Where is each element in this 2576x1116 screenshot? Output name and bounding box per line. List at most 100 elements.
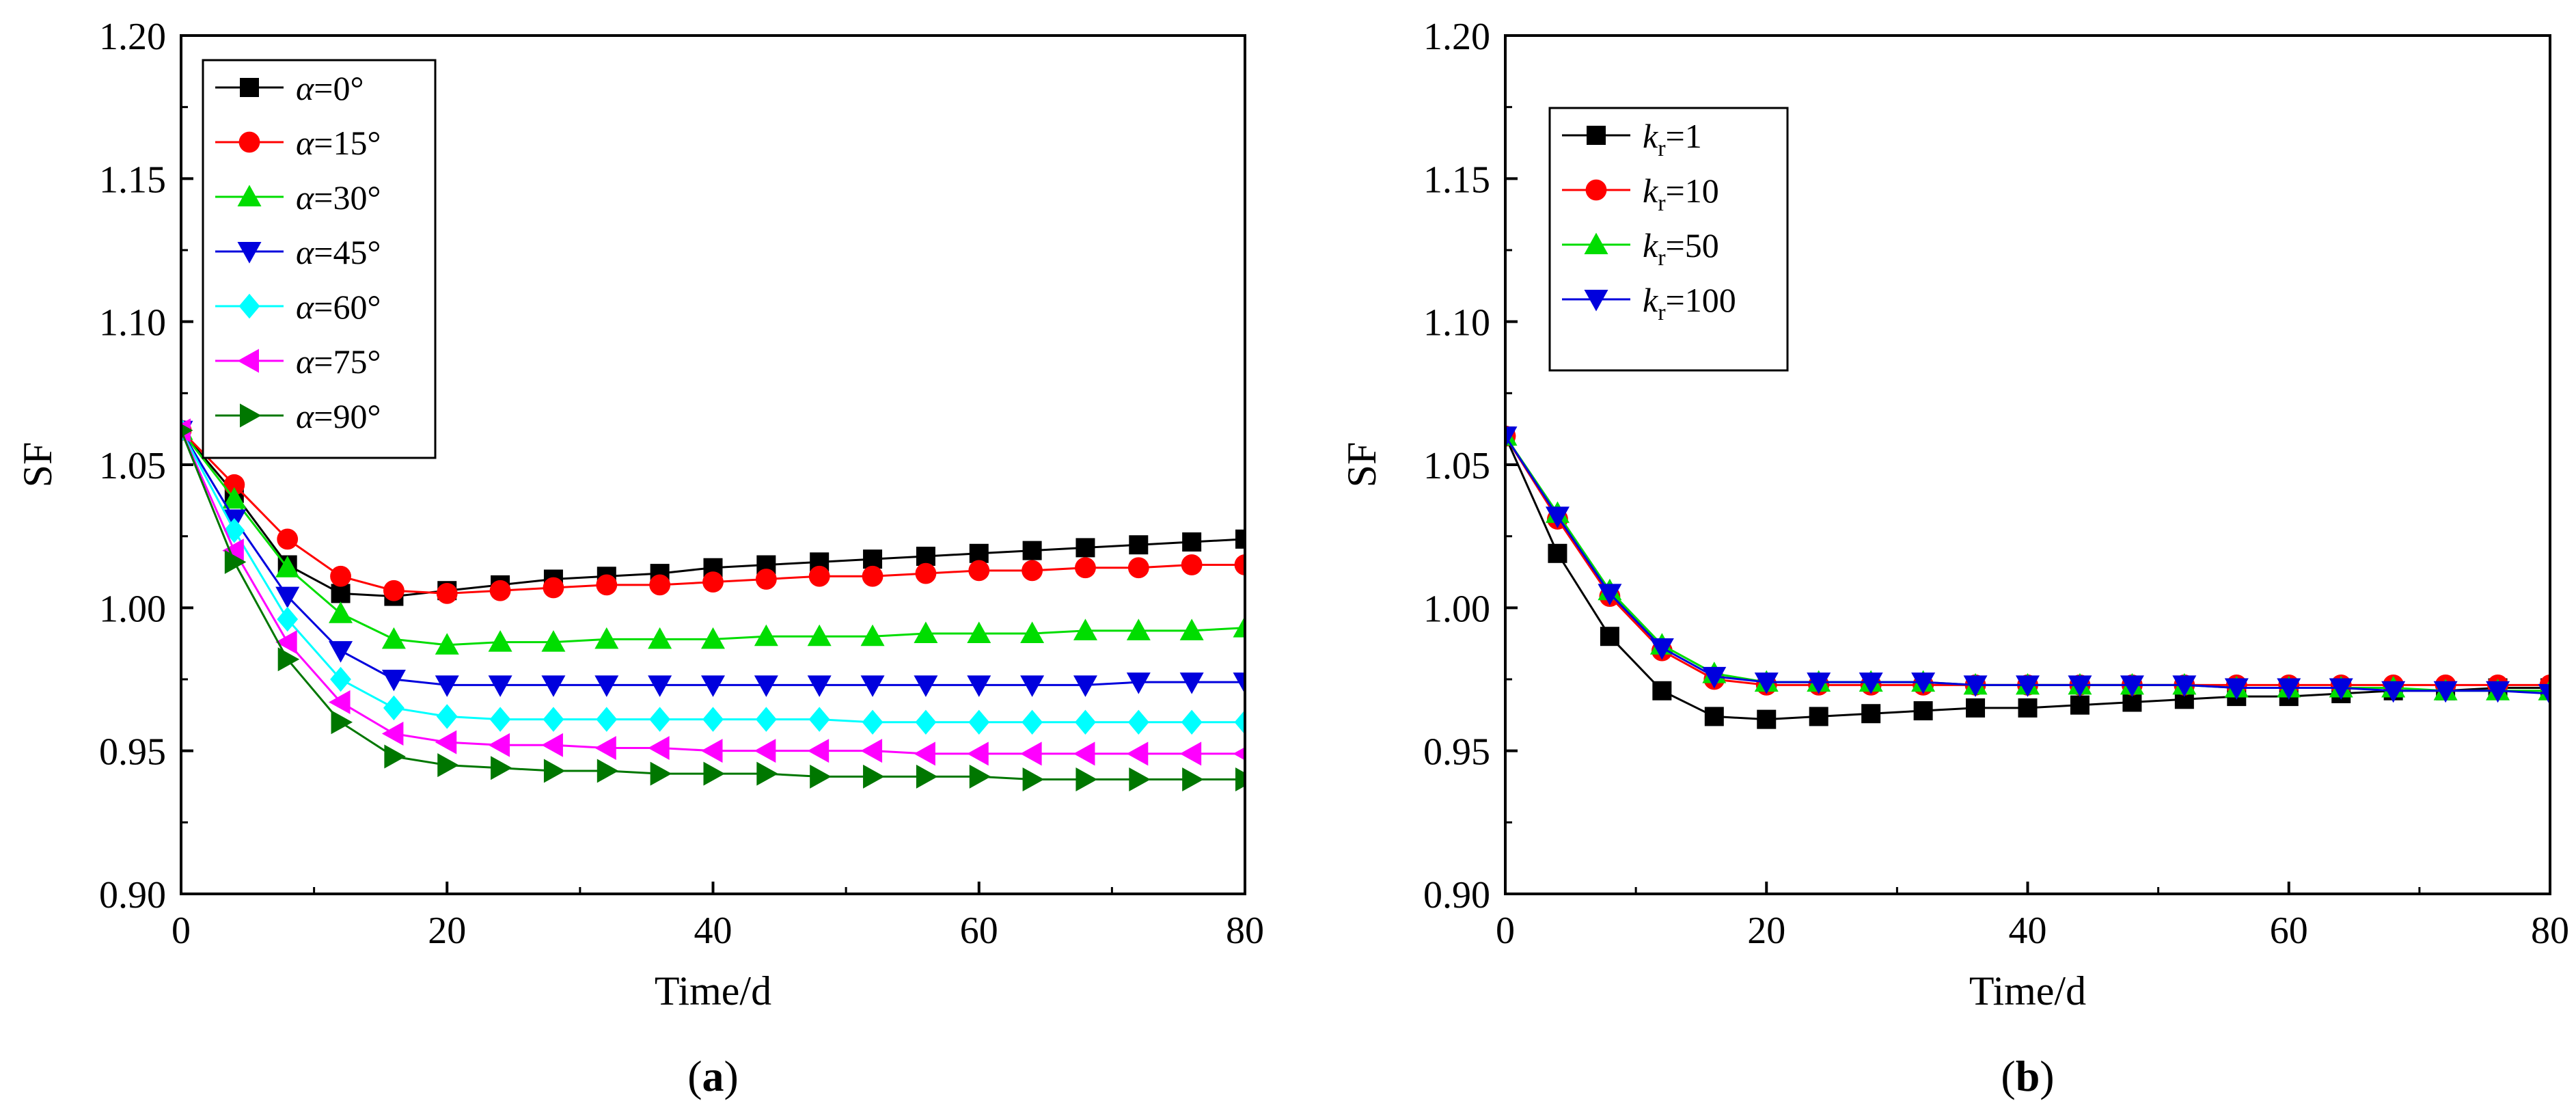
legend-label-var-a-4: α [296, 288, 315, 326]
data-point-a-1-4 [383, 580, 405, 601]
series-b-3 [1505, 426, 2550, 706]
data-point-a-3-9 [648, 675, 672, 697]
legend-item-a-6: α=90° [215, 397, 381, 435]
legend-marker-a-1 [238, 131, 260, 153]
data-point-a-4-1 [223, 518, 245, 543]
x-axis-label-b: Time/d [1969, 968, 2086, 1013]
x-tick-label-b-2: 40 [2009, 910, 2047, 952]
x-tick-label-a-1: 20 [428, 910, 466, 952]
data-point-a-2-10 [701, 627, 725, 649]
legend-marker-a-3 [237, 242, 262, 264]
data-point-a-6-18 [1129, 767, 1151, 792]
legend-marker-b-3 [1584, 290, 1608, 312]
data-point-b-3-2 [1598, 584, 1622, 605]
data-point-a-5-11 [754, 739, 776, 763]
data-point-a-6-5 [437, 753, 459, 778]
legend-label-rest-a-5: =75° [314, 342, 381, 381]
y-tick-label-b-5: 1.15 [1423, 159, 1490, 201]
data-point-b-0-3 [1652, 681, 1672, 700]
data-point-a-1-6 [489, 580, 511, 601]
legend-item-a-2: α=30° [215, 178, 381, 217]
data-point-a-6-2 [277, 647, 300, 672]
data-point-a-2-9 [648, 627, 672, 649]
data-point-b-0-4 [1704, 707, 1724, 726]
y-tick-label-b-0: 0.90 [1423, 874, 1490, 916]
legend-label-rest-b-1: =10 [1666, 172, 1719, 210]
data-point-b-3-1 [1545, 506, 1570, 528]
data-point-a-4-19 [1181, 709, 1203, 735]
data-point-a-5-14 [914, 741, 935, 766]
data-point-a-0-19 [1182, 532, 1202, 552]
data-point-a-2-7 [541, 630, 566, 652]
x-tick-label-a-2: 40 [694, 910, 732, 952]
chart-panel-b: 0.90 0.95 1.00 1.05 1.10 1.15 1.20 0 20 40 60 80 SF… [1339, 16, 2569, 1100]
x-tick-label-a-3: 60 [960, 910, 998, 952]
y-tick-label-b-6: 1.20 [1423, 16, 1490, 58]
y-axis-label-b: SF [1339, 442, 1384, 488]
data-point-a-6-14 [916, 764, 938, 789]
data-point-a-3-16 [1020, 675, 1045, 697]
legend-label-sub-b-3: r [1658, 300, 1666, 325]
data-point-a-4-2 [277, 606, 299, 632]
series-a-6 [181, 424, 1245, 792]
data-point-a-2-15 [967, 621, 991, 644]
data-point-a-1-11 [755, 569, 777, 590]
legend-item-b-1: kr=10 [1562, 172, 1719, 216]
data-point-a-6-19 [1182, 767, 1204, 792]
y-tick-label-a-4: 1.10 [99, 302, 166, 344]
data-point-a-4-11 [755, 707, 777, 732]
data-point-b-3-14 [2224, 678, 2249, 700]
data-point-a-3-8 [594, 675, 619, 697]
data-point-a-0-16 [1022, 541, 1042, 560]
data-series-group-b [1505, 424, 2550, 729]
data-point-a-6-1 [224, 549, 247, 574]
data-point-a-5-4 [381, 722, 404, 746]
data-point-a-6-9 [650, 761, 672, 786]
legend-label-var-b-3: k [1643, 281, 1658, 319]
legend-item-b-0: kr=1 [1562, 117, 1702, 161]
data-point-a-0-13 [863, 549, 883, 569]
legend-label-var-b-0: k [1643, 117, 1658, 155]
data-point-a-5-5 [435, 730, 457, 754]
data-point-a-0-15 [969, 543, 989, 563]
data-point-a-3-18 [1126, 672, 1151, 694]
legend-label-a-1: α=15° [296, 124, 381, 162]
data-point-a-0-14 [916, 546, 935, 566]
legend-label-rest-a-4: =60° [314, 288, 381, 326]
data-point-a-3-5 [435, 675, 459, 697]
data-point-b-3-3 [1649, 638, 1674, 660]
legend-label-var-a-1: α [296, 124, 315, 162]
y-tick-label-a-2: 1.00 [99, 588, 166, 630]
data-point-a-6-3 [331, 710, 353, 735]
legend-item-a-5: α=75° [215, 342, 381, 381]
data-point-a-4-16 [1022, 709, 1043, 735]
data-point-b-0-9 [1966, 698, 1986, 718]
data-point-a-3-10 [701, 675, 725, 697]
data-point-a-1-10 [702, 571, 724, 593]
data-point-a-6-20 [1235, 767, 1245, 792]
data-point-a-5-17 [1073, 741, 1095, 766]
legend-label-b-2: kr=50 [1643, 226, 1719, 271]
legend-item-a-4: α=60° [215, 288, 381, 326]
y-tick-label-a-5: 1.15 [99, 159, 166, 201]
data-point-a-2-13 [860, 624, 885, 647]
legend-marker-a-0 [240, 78, 259, 97]
data-point-a-4-18 [1127, 709, 1149, 735]
data-point-a-1-18 [1127, 557, 1149, 579]
data-point-a-4-9 [649, 707, 671, 732]
data-point-a-1-15 [968, 560, 990, 582]
data-point-a-6-6 [491, 756, 512, 780]
legend-label-var-a-6: α [296, 397, 315, 435]
data-point-a-5-7 [541, 733, 563, 757]
data-point-a-5-12 [807, 739, 830, 763]
legend-label-sub-b-0: r [1658, 136, 1666, 161]
legend-label-rest-b-3: =100 [1666, 281, 1736, 319]
data-point-a-5-16 [1020, 741, 1042, 766]
data-point-a-6-13 [863, 764, 885, 789]
axes-group-b: 0.90 0.95 1.00 1.05 1.10 1.15 1.20 0 20 40 60 80 [1423, 16, 2569, 952]
data-point-a-4-4 [383, 695, 405, 721]
x-axis-label-a: Time/d [655, 968, 771, 1013]
data-point-a-6-10 [703, 761, 725, 786]
y-tick-label-b-4: 1.10 [1423, 302, 1490, 344]
